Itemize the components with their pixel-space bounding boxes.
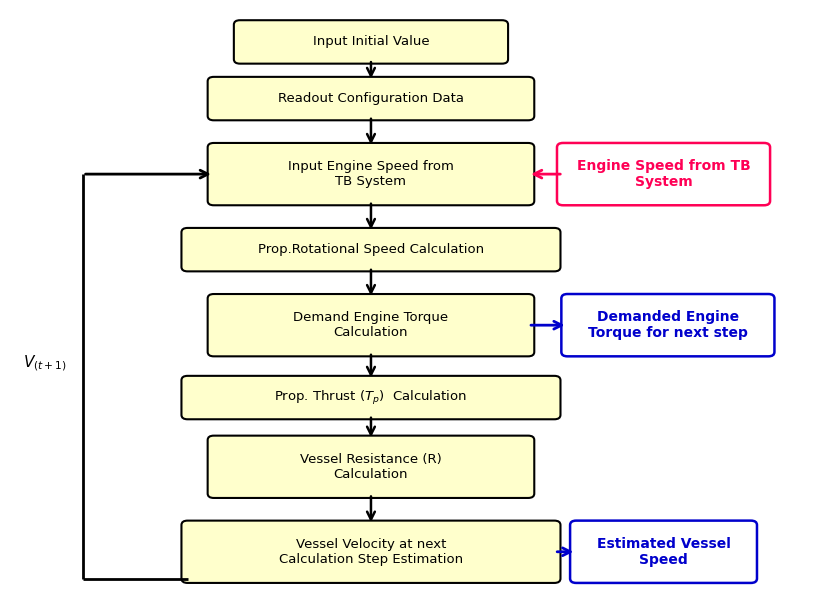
- Text: Engine Speed from TB
System: Engine Speed from TB System: [577, 159, 750, 189]
- Text: Vessel Resistance (R)
Calculation: Vessel Resistance (R) Calculation: [300, 453, 442, 481]
- Text: Readout Configuration Data: Readout Configuration Data: [278, 92, 464, 105]
- Text: Prop. Thrust $(T_p)$  Calculation: Prop. Thrust $(T_p)$ Calculation: [275, 389, 468, 407]
- Text: Vessel Velocity at next
Calculation Step Estimation: Vessel Velocity at next Calculation Step…: [279, 538, 463, 566]
- Text: Prop.Rotational Speed Calculation: Prop.Rotational Speed Calculation: [258, 243, 484, 256]
- Text: Estimated Vessel
Speed: Estimated Vessel Speed: [597, 536, 731, 567]
- FancyBboxPatch shape: [182, 521, 561, 583]
- FancyBboxPatch shape: [182, 376, 561, 419]
- FancyBboxPatch shape: [557, 143, 770, 205]
- FancyBboxPatch shape: [208, 77, 535, 120]
- FancyBboxPatch shape: [561, 294, 774, 356]
- FancyBboxPatch shape: [208, 294, 535, 356]
- Text: Demanded Engine
Torque for next step: Demanded Engine Torque for next step: [588, 310, 747, 340]
- Text: Demand Engine Torque
Calculation: Demand Engine Torque Calculation: [293, 311, 448, 339]
- FancyBboxPatch shape: [182, 228, 561, 271]
- FancyBboxPatch shape: [208, 143, 535, 205]
- Text: Input Engine Speed from
TB System: Input Engine Speed from TB System: [288, 160, 454, 188]
- FancyBboxPatch shape: [234, 20, 508, 64]
- FancyBboxPatch shape: [208, 436, 535, 498]
- Text: $V_{(t+1)}$: $V_{(t+1)}$: [23, 353, 67, 373]
- Text: Input Initial Value: Input Initial Value: [313, 35, 429, 49]
- FancyBboxPatch shape: [570, 521, 757, 583]
